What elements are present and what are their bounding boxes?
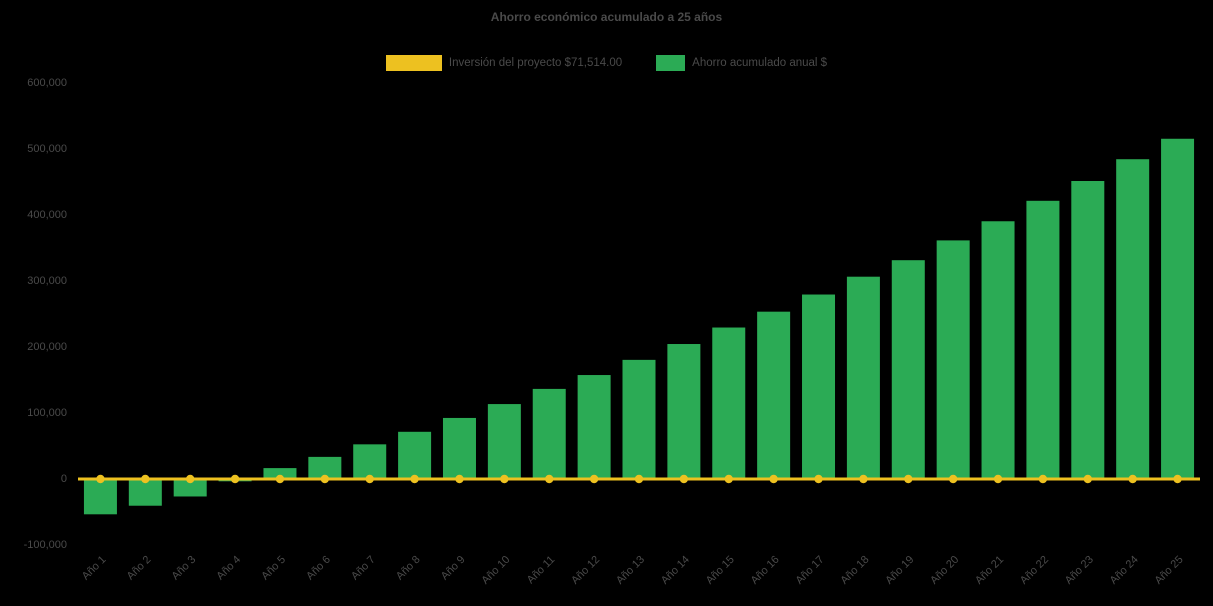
y-tick-label: -100,000 xyxy=(24,539,67,551)
y-tick-label: 500,000 xyxy=(27,143,67,155)
legend-label-savings: Ahorro acumulado anual $ xyxy=(692,57,828,69)
y-tick-label: 0 xyxy=(61,473,67,485)
investment-line-marker xyxy=(230,474,240,484)
investment-line-marker xyxy=(948,474,958,484)
x-tick-label: Año 14 xyxy=(659,554,692,587)
x-tick-label: Año 2 xyxy=(125,554,154,583)
investment-line-marker xyxy=(365,474,374,484)
bar-año-22 xyxy=(1026,200,1060,479)
y-tick-label: 100,000 xyxy=(27,407,67,419)
bar-año-5 xyxy=(263,468,297,478)
x-tick-label: Año 19 xyxy=(883,554,916,587)
bar-año-9 xyxy=(442,417,476,478)
bar-año-13 xyxy=(622,359,656,478)
x-tick-label: Año 22 xyxy=(1018,554,1051,587)
y-tick-label: 400,000 xyxy=(27,209,67,221)
x-tick-label: Año 7 xyxy=(349,554,378,583)
investment-line-marker xyxy=(545,474,554,484)
bar-año-3 xyxy=(173,478,207,497)
investment-line-marker xyxy=(904,474,913,484)
investment-line-marker xyxy=(679,474,689,484)
bar-año-14 xyxy=(667,344,701,478)
investment-line-marker xyxy=(320,474,330,484)
legend-item-investment: Inversión del proyecto $71,514.00 xyxy=(385,55,623,71)
x-tick-label: Año 10 xyxy=(479,554,512,587)
investment-line-marker xyxy=(500,474,509,484)
investment-line-marker xyxy=(1083,474,1093,484)
y-tick-label: 300,000 xyxy=(27,275,67,287)
x-tick-label: Año 3 xyxy=(170,554,199,583)
legend-label-investment: Inversión del proyecto $71,514.00 xyxy=(448,57,623,69)
investment-line-marker xyxy=(859,474,868,484)
x-tick-label: Año 18 xyxy=(838,554,871,587)
investment-line-marker xyxy=(410,474,419,484)
x-tick-label: Año 1 xyxy=(80,554,109,583)
investment-line-swatch-icon xyxy=(385,55,442,71)
investment-line-marker xyxy=(814,474,823,484)
x-tick-label: Año 21 xyxy=(973,554,1006,587)
bar-año-16 xyxy=(757,311,791,478)
investment-line-marker xyxy=(724,474,733,484)
y-tick-label: 600,000 xyxy=(27,77,67,89)
bar-año-21 xyxy=(981,221,1015,478)
investment-line-marker xyxy=(993,474,1003,484)
x-tick-label: Año 13 xyxy=(614,554,647,587)
x-tick-label: Año 6 xyxy=(304,554,333,583)
bar-año-7 xyxy=(353,444,387,478)
investment-line-marker xyxy=(141,474,150,484)
investment-line-marker xyxy=(455,474,464,484)
investment-line-marker xyxy=(634,474,644,484)
x-tick-label: Año 11 xyxy=(525,554,558,587)
x-tick-label: Año 12 xyxy=(569,554,602,587)
investment-line-marker xyxy=(769,474,778,484)
x-tick-label: Año 17 xyxy=(793,554,826,587)
legend: Inversión del proyecto $71,514.00 Ahorro… xyxy=(0,55,1213,71)
bar-año-19 xyxy=(891,260,925,478)
x-tick-label: Año 23 xyxy=(1063,554,1096,587)
bar-año-15 xyxy=(712,327,746,478)
x-tick-label: Año 4 xyxy=(214,554,243,583)
investment-line-marker xyxy=(1128,474,1137,484)
bar-año-17 xyxy=(802,294,836,478)
x-tick-label: Año 15 xyxy=(704,554,737,587)
bar-año-6 xyxy=(308,456,342,478)
bar-año-12 xyxy=(577,375,611,478)
bar-año-8 xyxy=(398,431,432,478)
investment-line-marker xyxy=(589,474,599,484)
bar-año-24 xyxy=(1116,159,1150,478)
y-tick-label: 200,000 xyxy=(27,341,67,353)
bar-año-10 xyxy=(487,404,521,478)
bar-año-1 xyxy=(83,478,117,515)
x-tick-label: Año 9 xyxy=(439,554,468,583)
x-tick-label: Año 24 xyxy=(1108,554,1141,587)
investment-line-marker xyxy=(1038,474,1048,484)
investment-line-marker xyxy=(275,474,285,484)
x-tick-label: Año 8 xyxy=(394,554,423,583)
investment-line-marker xyxy=(186,474,195,484)
x-tick-label: Año 16 xyxy=(749,554,782,587)
chart-title: Ahorro económico acumulado a 25 años xyxy=(490,10,723,24)
bar-año-23 xyxy=(1071,181,1105,478)
bar-año-20 xyxy=(936,240,970,478)
bar-año-25 xyxy=(1161,138,1195,478)
legend-item-savings: Ahorro acumulado anual $ xyxy=(656,55,827,71)
savings-bar-swatch-icon xyxy=(656,55,686,71)
bar-año-18 xyxy=(846,276,880,478)
bar-año-11 xyxy=(532,388,566,478)
x-tick-label: Año 5 xyxy=(259,554,288,583)
investment-line-marker xyxy=(96,474,105,484)
x-tick-label: Año 25 xyxy=(1153,554,1186,587)
x-tick-label: Año 20 xyxy=(928,554,961,587)
investment-line-marker xyxy=(1173,474,1182,484)
